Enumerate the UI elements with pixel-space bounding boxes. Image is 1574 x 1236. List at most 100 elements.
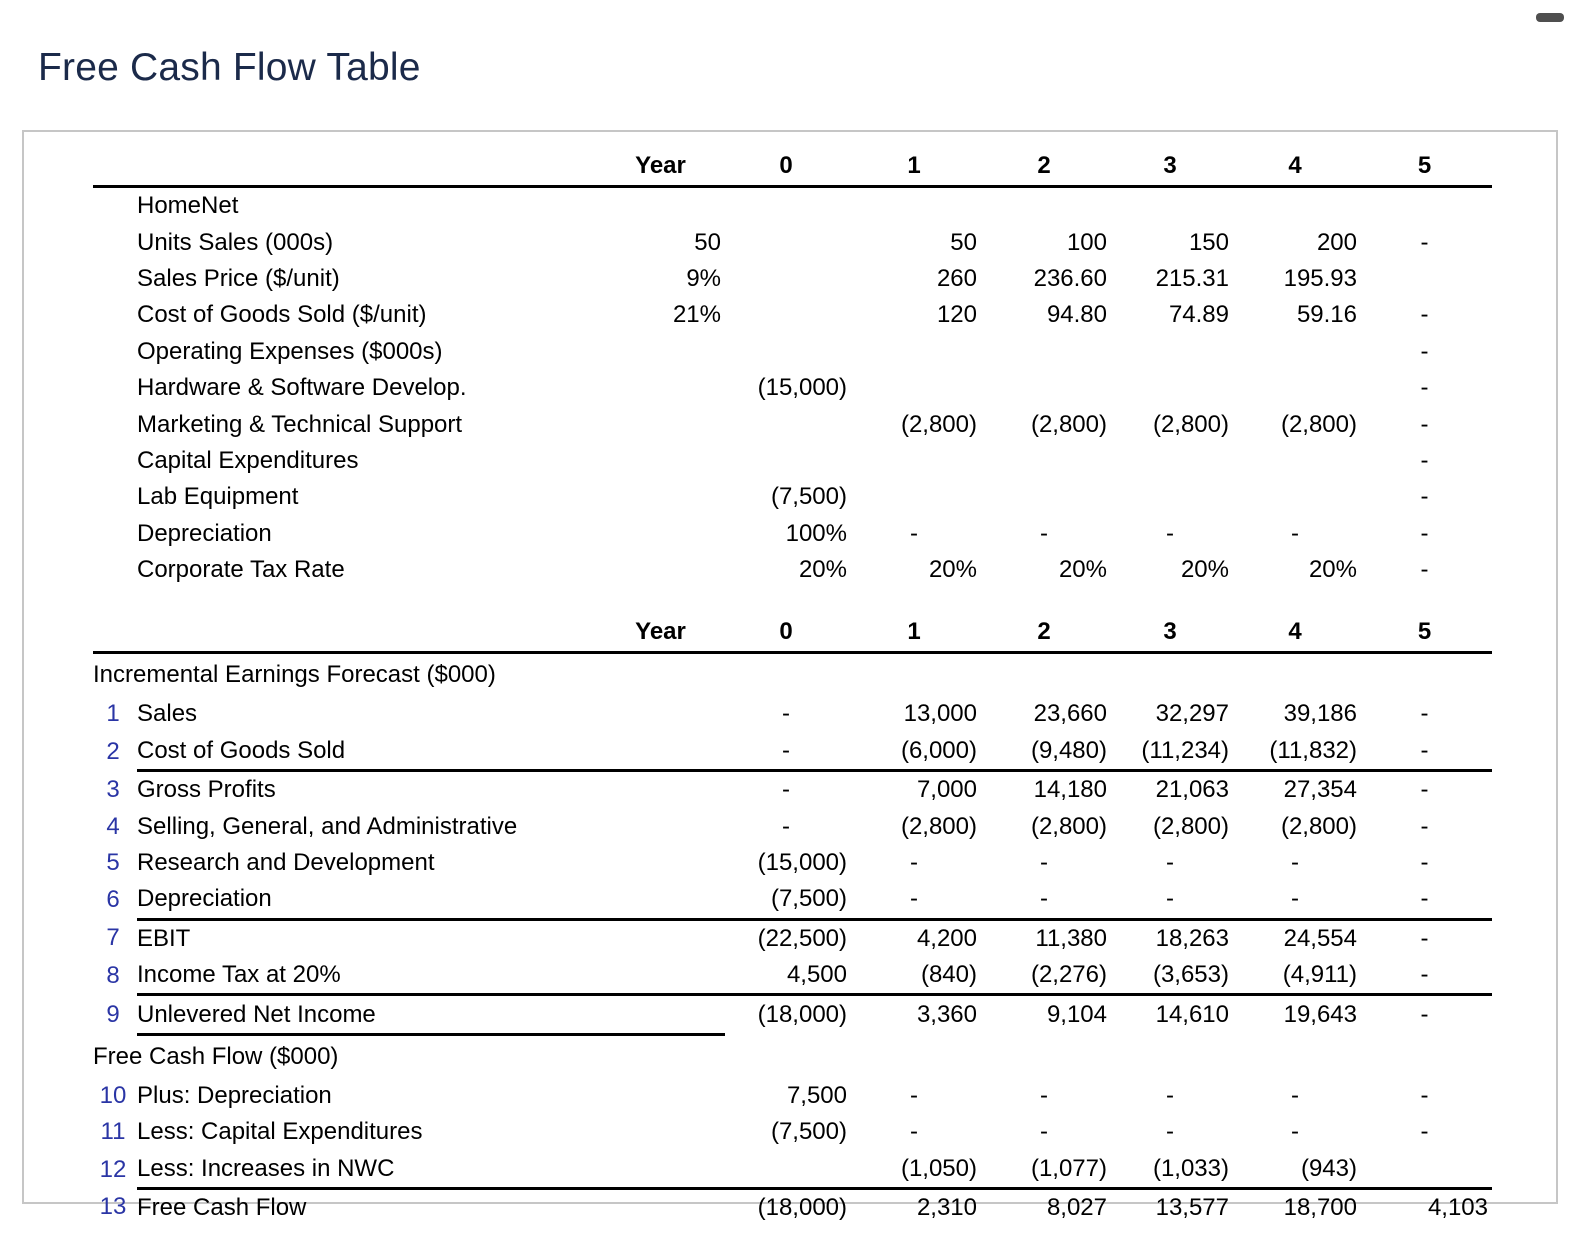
- row-label: Selling, General, and Administrative: [137, 812, 518, 840]
- cell-year-3: -: [1166, 519, 1174, 547]
- row-number: [93, 297, 137, 333]
- row-label: Marketing & Technical Support: [137, 410, 463, 438]
- empty-cell: [600, 653, 725, 697]
- empty-cell: [1233, 653, 1361, 697]
- row-label: Capital Expenditures: [137, 446, 359, 474]
- table-row: 10 Plus: Depreciation 7,500 - - - - -: [93, 1078, 1492, 1114]
- cell-assumption: [600, 732, 725, 773]
- cell-year-3: -: [1166, 849, 1174, 877]
- cell-year-3: [1111, 334, 1233, 370]
- table-row: 13 Free Cash Flow (18,000) 2,310 8,027 13,577…: [93, 1188, 1492, 1226]
- cell-year-3: [1111, 443, 1233, 479]
- cell-year-0: [725, 261, 851, 297]
- cell-year-0: (15,000): [757, 849, 847, 877]
- cell-year-4: -: [1291, 1118, 1299, 1146]
- cell-year-2: -: [1040, 1082, 1048, 1109]
- cell-assumption: [600, 881, 725, 921]
- cell-year-2: 94.80: [1046, 301, 1107, 329]
- cell-year-1: -: [910, 1118, 918, 1146]
- table-row: 9 Unlevered Net Income (18,000) 3,360 9,104 1…: [93, 994, 1492, 1036]
- cell-year-0: (15,000): [757, 374, 847, 402]
- cell-assumption: [600, 516, 725, 552]
- cell-year-5: [1361, 187, 1492, 225]
- cell-year-0: 7,500: [786, 1082, 847, 1109]
- cell-year-1: -: [910, 849, 918, 877]
- cell-year-0: (7,500): [725, 881, 851, 921]
- cell-year-1: -: [851, 881, 981, 921]
- year-header-3: 3: [1111, 132, 1233, 188]
- row-label: Gross Profits: [137, 776, 276, 804]
- cell-year-0: -: [782, 700, 790, 728]
- scrollbar-thumb[interactable]: [1536, 13, 1564, 22]
- table-row: 11 Less: Capital Expenditures (7,500) - - - - -: [93, 1114, 1492, 1150]
- row-number: 13: [99, 1193, 127, 1221]
- cell-assumption: [600, 994, 725, 1036]
- cell-year-4: 18,700: [1283, 1194, 1357, 1222]
- cell-year-3: 215.31: [1155, 264, 1229, 292]
- cell-year-1: 260: [936, 264, 977, 292]
- row-number: 2: [106, 737, 120, 765]
- year-header-1: 1: [851, 604, 981, 655]
- table-row: HomeNet: [93, 187, 1492, 225]
- cell-assumption: [600, 919, 725, 957]
- cell-year-0: [725, 1150, 851, 1190]
- cell-assumption: [600, 845, 725, 881]
- cell-year-5: -: [1420, 1118, 1429, 1146]
- cell-year-5: -: [1361, 732, 1492, 773]
- cell-year-1: -: [910, 519, 918, 547]
- cell-year-1: 13,000: [903, 700, 977, 728]
- cell-year-3: -: [1166, 1118, 1174, 1146]
- cell-year-3: 18,263: [1155, 924, 1229, 952]
- cell-assumption: 50: [694, 228, 721, 256]
- header-blank-cell: [93, 604, 600, 655]
- cell-year-0: 100%: [785, 519, 847, 547]
- row-number: 9: [106, 1000, 120, 1028]
- cell-year-1: -: [910, 1082, 918, 1109]
- row-label: Operating Expenses ($000s): [137, 337, 443, 365]
- cell-year-2: 100: [1066, 228, 1107, 256]
- cell-year-3: (1,033): [1111, 1150, 1233, 1190]
- cell-year-0: (22,500): [757, 924, 847, 952]
- cell-assumption: [600, 443, 725, 479]
- cell-year-1: [851, 187, 981, 225]
- cell-year-4: 59.16: [1296, 301, 1357, 329]
- year-header-2: 2: [981, 132, 1111, 188]
- cell-year-3: -: [1111, 881, 1233, 921]
- cell-assumption: [600, 808, 725, 844]
- cell-year-0: (18,000): [757, 1194, 847, 1222]
- cell-year-0: (7,500): [770, 483, 847, 511]
- cell-year-5: -: [1420, 700, 1429, 728]
- cell-year-5: -: [1420, 374, 1429, 402]
- row-number: [93, 187, 137, 225]
- cell-year-4: (2,800): [1280, 410, 1357, 438]
- table-row: 4 Selling, General, and Administrative - (2…: [93, 808, 1492, 844]
- cell-year-4: 27,354: [1283, 776, 1357, 804]
- spacer-cell: [93, 588, 1492, 604]
- row-number: [93, 370, 137, 406]
- section-title-label: Incremental Earnings Forecast ($000): [93, 661, 496, 689]
- cell-year-0: 20%: [798, 556, 847, 584]
- cell-year-2: 23,660: [1033, 700, 1107, 728]
- cell-year-1: (2,800): [900, 812, 977, 840]
- cell-year-4: 195.93: [1283, 264, 1357, 292]
- cell-year-5: -: [1420, 849, 1429, 877]
- cell-year-4: -: [1291, 1082, 1299, 1109]
- cell-year-2: 20%: [1058, 556, 1107, 584]
- cell-assumption: [600, 479, 725, 515]
- cell-year-2: [981, 370, 1111, 406]
- cell-year-2: (2,800): [1030, 812, 1107, 840]
- cell-year-0: [725, 406, 851, 442]
- cell-year-3: (11,234): [1111, 732, 1233, 773]
- cell-year-5: -: [1420, 1001, 1429, 1029]
- cell-assumption: 9%: [686, 264, 721, 292]
- row-number: 5: [106, 849, 120, 877]
- cell-year-1: (840): [851, 957, 981, 997]
- cell-year-5: -: [1420, 410, 1429, 438]
- cell-year-1: [851, 443, 981, 479]
- table-body: Year 0 1 2 3 4 5 HomeNet Units Sales (000s) 50 50 1…: [93, 132, 1492, 1226]
- cell-assumption: [600, 696, 725, 732]
- cell-year-1: 2,310: [916, 1194, 977, 1222]
- cell-assumption: [600, 957, 725, 997]
- cell-assumption: [600, 187, 725, 225]
- cell-year-4: (2,800): [1280, 812, 1357, 840]
